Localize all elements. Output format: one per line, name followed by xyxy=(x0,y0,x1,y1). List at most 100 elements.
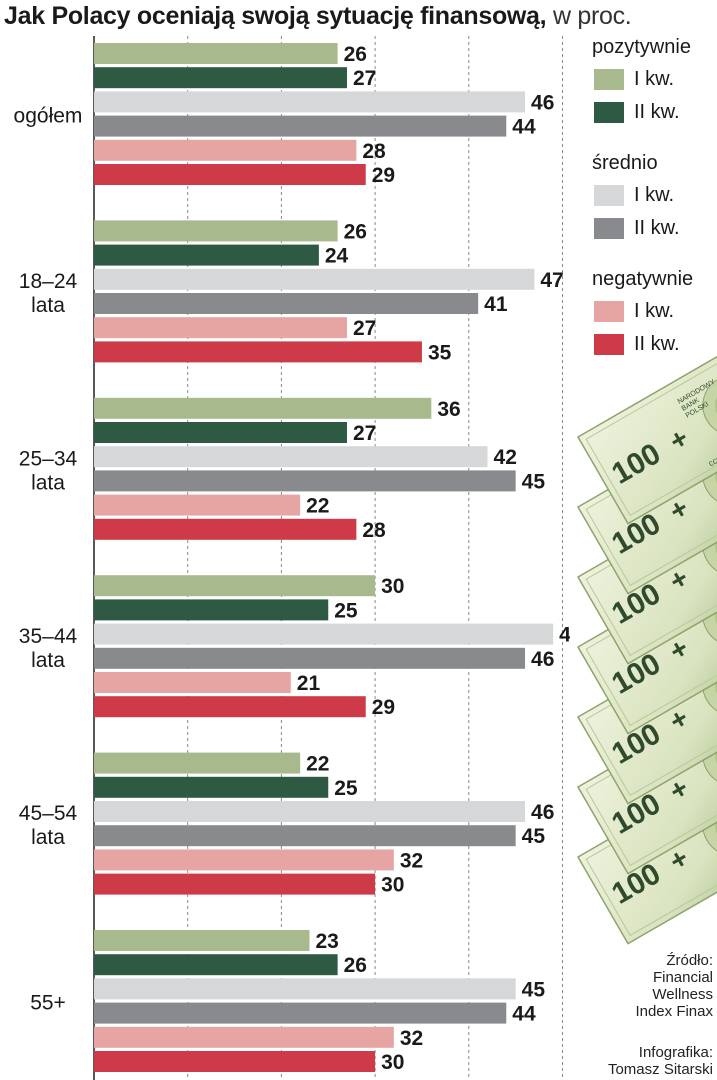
bar xyxy=(94,91,526,113)
bar xyxy=(94,930,310,951)
data-label: 49 xyxy=(559,624,570,647)
bar xyxy=(94,1051,376,1072)
data-label: 41 xyxy=(484,293,508,316)
legend: pozytywnie I kw. II kw. średnio I kw. II kw. n… xyxy=(592,36,717,384)
legend-section: średnio I kw. II kw. xyxy=(592,152,717,268)
bar xyxy=(94,575,376,597)
category-label: lata xyxy=(31,471,65,494)
bar xyxy=(94,1002,507,1024)
bar xyxy=(94,696,366,718)
legend-label: II kw. xyxy=(634,101,680,123)
bar xyxy=(94,470,516,492)
bar xyxy=(94,752,301,774)
data-label: 27 xyxy=(353,67,376,90)
bar-chart: 262746442829ogółem26244741273518–24lata3… xyxy=(14,36,570,1080)
data-label: 36 xyxy=(437,398,460,421)
data-label: 30 xyxy=(381,575,404,598)
bar xyxy=(94,978,516,1000)
data-label: 32 xyxy=(400,1027,423,1050)
data-label: 46 xyxy=(531,801,554,824)
data-label: 23 xyxy=(316,930,339,953)
credit-note: Infografika: Tomasz Sitarski xyxy=(608,1044,713,1078)
bar xyxy=(94,244,319,266)
bar xyxy=(94,494,301,516)
bar xyxy=(94,341,422,363)
bar xyxy=(94,268,535,290)
legend-label: I kw. xyxy=(634,184,675,206)
bar xyxy=(94,518,357,540)
bar xyxy=(94,397,432,419)
legend-swatch xyxy=(594,301,624,322)
data-label: 27 xyxy=(353,422,376,445)
category-label: 25–34 xyxy=(19,447,78,470)
category-label: lata xyxy=(31,294,65,317)
data-label: 46 xyxy=(531,648,554,671)
category-label: 35–44 xyxy=(19,625,78,648)
source-note: Źródło: Financial Wellness Index Finax xyxy=(635,952,713,1020)
data-label: 42 xyxy=(494,446,517,469)
bar xyxy=(94,67,347,89)
legend-swatch xyxy=(594,334,624,355)
legend-section-title: negatywnie xyxy=(592,268,694,290)
bar xyxy=(94,873,376,895)
bar xyxy=(94,139,357,161)
data-label: 27 xyxy=(353,317,376,340)
banknote-stack: NARODOWY BANK POLSKI CC0852087 xyxy=(577,345,717,945)
data-label: 45 xyxy=(522,978,546,1001)
data-label: 46 xyxy=(531,91,554,114)
data-label: 35 xyxy=(428,341,452,364)
title-unit: w proc. xyxy=(546,2,632,30)
source-line: Index Finax xyxy=(635,1003,713,1020)
banknotes-illustration: 100 + NARODOWY BANK POLSKI CC0852087 xyxy=(577,345,717,945)
bar xyxy=(94,422,347,443)
bar xyxy=(94,825,516,847)
bar xyxy=(94,801,526,822)
data-label: 22 xyxy=(306,495,329,518)
bar xyxy=(94,43,338,64)
data-label: 26 xyxy=(344,43,367,66)
data-label: 26 xyxy=(344,220,367,243)
bar xyxy=(94,599,329,621)
bar xyxy=(94,317,347,339)
legend-swatch xyxy=(594,185,624,206)
legend-swatch xyxy=(594,218,624,239)
data-label: 30 xyxy=(381,874,404,897)
data-label: 29 xyxy=(372,696,395,719)
data-label: 44 xyxy=(512,116,536,139)
legend-swatch xyxy=(594,69,624,90)
bar xyxy=(94,446,488,468)
legend-section: pozytywnie I kw. II kw. xyxy=(592,36,717,152)
bar xyxy=(94,115,507,137)
data-label: 29 xyxy=(372,164,395,187)
data-label: 45 xyxy=(522,825,546,848)
data-label: 21 xyxy=(297,672,321,695)
bar xyxy=(94,623,554,645)
category-label: ogółem xyxy=(14,105,83,128)
legend-section-title: pozytywnie xyxy=(592,36,691,58)
bar xyxy=(94,672,291,693)
legend-section: negatywnie I kw. II kw. xyxy=(592,268,717,384)
legend-label: I kw. xyxy=(634,68,675,90)
bar xyxy=(94,293,479,314)
credit-line: Tomasz Sitarski xyxy=(607,1061,713,1078)
data-label: 26 xyxy=(344,954,367,977)
data-label: 25 xyxy=(334,599,358,622)
chart-title: Jak Polacy oceniają swoją sytuację finan… xyxy=(4,2,632,31)
data-label: 30 xyxy=(381,1051,404,1074)
legend-label: II kw. xyxy=(634,217,680,239)
data-label: 32 xyxy=(400,849,423,872)
category-label: lata xyxy=(31,826,65,849)
bar xyxy=(94,849,394,871)
bar xyxy=(94,220,338,242)
data-label: 45 xyxy=(522,470,546,493)
source-line: Źródło: xyxy=(666,952,713,969)
bar xyxy=(94,954,338,976)
bar xyxy=(94,776,329,798)
category-label: 18–24 xyxy=(19,270,78,293)
data-label: 24 xyxy=(325,245,349,268)
banknote-top: NARODOWY BANK POLSKI CC0852087 xyxy=(577,345,717,525)
legend-label: I kw. xyxy=(634,300,675,322)
category-label: 55+ xyxy=(30,992,66,1015)
data-label: 22 xyxy=(306,753,329,776)
category-label: lata xyxy=(31,649,65,672)
